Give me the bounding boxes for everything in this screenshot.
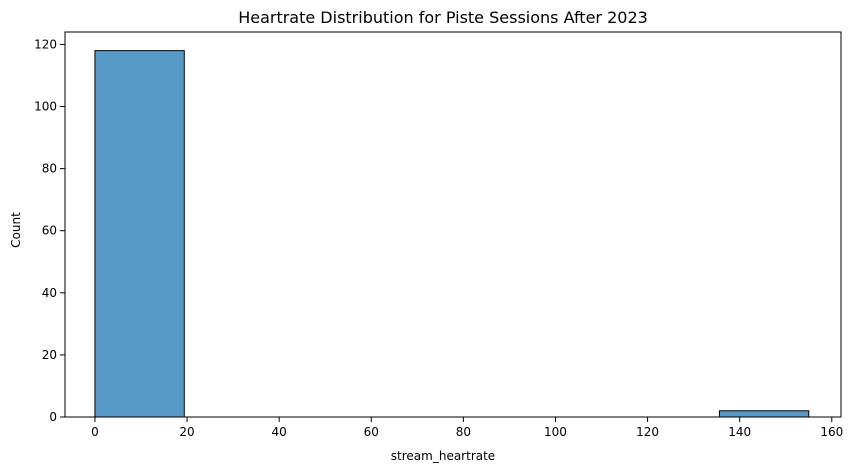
x-tick-label: 160: [820, 425, 843, 439]
y-tick-label: 0: [49, 410, 57, 424]
x-axis: 0 20 40 60 80 100 120 140 160: [91, 417, 843, 439]
y-tick-label: 40: [42, 286, 57, 300]
y-tick-label: 100: [34, 100, 57, 114]
y-tick-label: 20: [42, 348, 57, 362]
x-tick-label: 140: [728, 425, 751, 439]
x-tick-label: 40: [272, 425, 287, 439]
histogram-bar-1: [718, 410, 810, 418]
y-tick-label: 120: [34, 37, 57, 51]
x-tick-label: 0: [91, 425, 99, 439]
x-tick-label: 80: [456, 425, 471, 439]
y-axis: 0 20 40 60 80 100 120: [34, 37, 65, 424]
x-tick-label: 120: [636, 425, 659, 439]
x-tick-label: 100: [544, 425, 567, 439]
y-tick-label: 60: [42, 224, 57, 238]
chart-title: Heartrate Distribution for Piste Session…: [238, 8, 648, 27]
x-tick-label: 20: [179, 425, 194, 439]
bars-group: [94, 50, 810, 418]
x-axis-label: stream_heartrate: [391, 449, 495, 463]
y-tick-label: 80: [42, 162, 57, 176]
x-tick-label: 60: [364, 425, 379, 439]
plot-frame: [64, 31, 842, 418]
histogram-bar-0: [94, 50, 185, 418]
y-axis-label: Count: [9, 212, 23, 248]
